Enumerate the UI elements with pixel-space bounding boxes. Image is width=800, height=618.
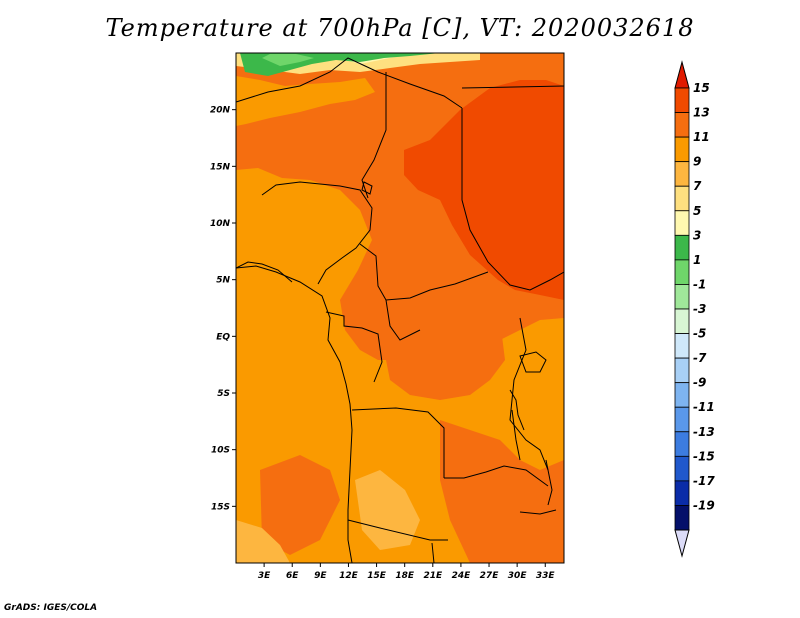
- lat-tick-label: 10S: [211, 446, 230, 456]
- colorbar-label: -17: [693, 474, 715, 488]
- colorbar-label: -15: [693, 449, 715, 463]
- colorbar-label: 9: [693, 155, 701, 169]
- colorbar-box: [674, 505, 690, 531]
- border-cameroon-car: [359, 243, 489, 301]
- field-zone-southeast: [440, 420, 564, 563]
- lon-tick-label: 21E: [423, 571, 443, 581]
- country-borders: [236, 57, 564, 563]
- colorbar-label: 7: [693, 179, 702, 193]
- colorbar-label: -7: [693, 351, 707, 365]
- border-lake-region: [509, 389, 525, 431]
- colorbar-box: [674, 333, 690, 359]
- coast-gulf-of-guinea: [236, 265, 353, 563]
- coastlines: [236, 181, 553, 563]
- colorbar-label: 11: [693, 130, 710, 144]
- colorbar-box: [674, 112, 690, 138]
- colorbar-label: -5: [693, 327, 706, 341]
- lon-tick-label: 6E: [286, 571, 299, 581]
- colorbar-label: -19: [693, 498, 715, 512]
- colorbar-label: -13: [693, 425, 715, 439]
- lon-tick-label: 3E: [258, 571, 271, 581]
- border-congo-gabon: [325, 311, 383, 383]
- field-zone-hot-core: [404, 80, 564, 300]
- colorbar-top-arrow: [674, 60, 690, 89]
- lon-tick-label: 30E: [508, 571, 528, 581]
- border-mozambique: [519, 509, 557, 515]
- colorbar-label: 5: [693, 204, 701, 218]
- border-nigeria: [261, 181, 373, 285]
- colorbar-label: -3: [693, 302, 706, 316]
- lon-tick-label: 24E: [452, 571, 472, 581]
- latitude-ticks: 20N 15N 10N 5N EQ 5S 10S 15S: [210, 106, 236, 512]
- colorbar: 15 13 11 9 7 5 3 1 -1 -3 -5 -7 -9 -11 -13 -15 -17 -19: [674, 60, 715, 558]
- lat-tick-label: 15N: [210, 162, 231, 172]
- longitude-ticks: 3E 6E 9E 12E 15E 18E 21E 24E 27E 30E 33E: [258, 563, 556, 581]
- colorbar-box: [674, 234, 690, 261]
- border-angola-namibia: [347, 519, 448, 541]
- field-zone-central: [380, 280, 505, 400]
- lat-tick-label: 15S: [211, 502, 230, 512]
- colorbar-label: -1: [693, 277, 706, 291]
- colorbar-box: [674, 406, 690, 433]
- field-zone-south-2: [355, 470, 420, 550]
- colorbar-bottom-arrow: [674, 529, 690, 558]
- lake-chad: [361, 181, 373, 195]
- lon-tick-label: 12E: [339, 571, 359, 581]
- lon-tick-label: 27E: [480, 571, 500, 581]
- field-zone-southwest: [260, 455, 340, 555]
- lon-tick-label: 15E: [367, 571, 387, 581]
- border-egypt-sudan: [461, 85, 564, 89]
- field-zone-nw: [236, 76, 375, 126]
- lake-victoria: [519, 351, 547, 373]
- colorbar-label: 13: [693, 106, 710, 120]
- border-car-south: [385, 299, 421, 341]
- field-zone-north-lightgreen: [262, 54, 314, 66]
- grads-credit: GrADS: IGES/COLA: [4, 603, 98, 613]
- map-frame: [235, 52, 565, 564]
- lon-tick-label: 18E: [395, 571, 415, 581]
- lake-malawi: [545, 459, 553, 506]
- border-west-coast: [236, 261, 293, 283]
- colorbar-label: -9: [693, 376, 706, 390]
- lat-tick-label: 5N: [216, 276, 230, 286]
- colorbar-box: [674, 382, 690, 408]
- colorbar-box: [674, 210, 690, 236]
- temperature-field: [236, 53, 564, 563]
- colorbar-box: [674, 480, 690, 506]
- colorbar-box: [674, 87, 690, 113]
- lat-tick-label: EQ: [216, 332, 230, 342]
- colorbar-box: [674, 136, 690, 163]
- map-title: Temperature at 700hPa [C], VT: 202003261…: [105, 14, 695, 42]
- border-east-africa: [509, 317, 549, 471]
- border-niger-chad: [361, 72, 387, 199]
- colorbar-box: [674, 308, 690, 334]
- field-zone-south: [236, 520, 290, 563]
- lon-tick-label: 33E: [536, 571, 556, 581]
- lon-tick-label: 9E: [314, 571, 327, 581]
- colorbar-label: 15: [693, 81, 710, 95]
- colorbar-box: [674, 259, 690, 285]
- colorbar-box: [674, 185, 690, 212]
- lake-tanganyika: [511, 409, 521, 461]
- colorbar-label: 3: [693, 228, 701, 242]
- border-botswana: [431, 542, 435, 563]
- colorbar-box: [674, 161, 690, 187]
- colorbar-label: -11: [693, 400, 715, 414]
- border-zambia: [444, 465, 549, 487]
- colorbar-box: [674, 431, 690, 457]
- colorbar-box: [674, 455, 690, 482]
- border-chad-libya-east: [461, 108, 564, 291]
- lat-tick-label: 10N: [210, 219, 231, 229]
- border-drc-angola: [351, 407, 445, 478]
- lat-tick-label: 5S: [217, 389, 230, 399]
- colorbar-label: 1: [693, 253, 701, 267]
- colorbar-box: [674, 284, 690, 310]
- lat-tick-label: 20N: [210, 106, 231, 116]
- border-algeria-niger: [236, 57, 463, 109]
- colorbar-box: [674, 357, 690, 384]
